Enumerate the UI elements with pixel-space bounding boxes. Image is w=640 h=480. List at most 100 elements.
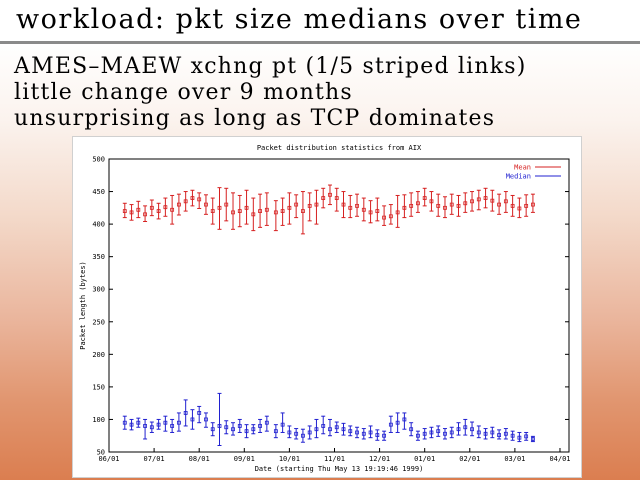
data-point xyxy=(294,431,299,436)
y-tick-label: 300 xyxy=(92,286,105,294)
data-point xyxy=(237,209,242,213)
bullet-item: AMES–MAEW xchng pt (1/5 striped links) xyxy=(14,54,527,79)
data-point xyxy=(136,207,141,212)
slide-title: workload: pkt size medians over time xyxy=(16,4,583,35)
data-point xyxy=(483,431,488,436)
data-point xyxy=(355,430,359,435)
data-point xyxy=(301,209,305,213)
data-point xyxy=(503,431,508,436)
chart-title: Packet distribution statistics from AIX xyxy=(257,144,422,152)
legend-label: Median xyxy=(506,173,531,181)
y-tick-label: 350 xyxy=(92,253,105,261)
y-tick-label: 500 xyxy=(92,156,105,164)
data-point xyxy=(463,425,468,430)
chart-canvas: Packet distribution statistics from AIX 5… xyxy=(79,144,571,473)
y-axis-label: Packet length (bytes) xyxy=(79,261,87,350)
data-point xyxy=(368,430,373,435)
data-point xyxy=(470,427,474,432)
data-point xyxy=(456,203,461,208)
data-point xyxy=(443,205,447,210)
data-point xyxy=(264,420,269,425)
data-point xyxy=(314,202,319,207)
data-point xyxy=(258,209,262,213)
data-point xyxy=(307,203,312,208)
data-point xyxy=(429,430,434,435)
data-point xyxy=(531,437,535,441)
data-point xyxy=(321,196,326,200)
data-point xyxy=(476,197,481,202)
data-point xyxy=(402,205,407,210)
data-point xyxy=(251,427,256,432)
data-point xyxy=(224,202,229,207)
data-point xyxy=(341,427,346,432)
data-point xyxy=(258,424,262,428)
data-point xyxy=(197,411,202,415)
data-point xyxy=(177,202,181,207)
data-point xyxy=(197,197,202,202)
data-point xyxy=(244,429,249,434)
data-point xyxy=(490,430,495,435)
data-point xyxy=(143,424,147,428)
data-point xyxy=(334,196,339,200)
data-point xyxy=(314,427,319,432)
x-tick-label: 09/01 xyxy=(234,455,255,463)
data-point xyxy=(531,202,535,207)
x-tick-label: 11/01 xyxy=(324,455,345,463)
data-point xyxy=(183,411,188,415)
data-point xyxy=(143,212,147,217)
y-tick-label: 50 xyxy=(97,449,105,457)
data-point xyxy=(231,210,235,215)
data-point xyxy=(210,209,215,213)
data-point xyxy=(436,203,441,208)
data-point xyxy=(122,209,127,213)
data-point xyxy=(368,210,373,215)
data-point xyxy=(416,201,420,206)
data-point xyxy=(382,215,386,220)
data-point xyxy=(463,201,468,206)
data-point xyxy=(355,203,359,208)
bullet-list: AMES–MAEW xchng pt (1/5 striped links) l… xyxy=(14,54,527,132)
data-point xyxy=(170,424,175,428)
y-tick-label: 200 xyxy=(92,351,105,359)
data-point xyxy=(361,431,366,436)
x-tick-label: 08/01 xyxy=(189,455,210,463)
x-tick-label: 01/01 xyxy=(414,455,435,463)
y-tick-label: 100 xyxy=(92,416,105,424)
data-point xyxy=(163,205,168,210)
bullet-item: little change over 9 months xyxy=(14,80,353,105)
title-rule xyxy=(0,41,640,44)
x-axis-label: Date (starting Thu May 13 19:19:46 1999) xyxy=(255,465,424,473)
y-tick-label: 450 xyxy=(92,188,105,196)
data-point xyxy=(429,199,434,204)
data-point xyxy=(136,420,141,425)
data-point xyxy=(449,430,454,435)
data-point xyxy=(280,209,285,213)
x-tick-label: 02/01 xyxy=(459,455,480,463)
data-point xyxy=(510,203,515,208)
data-point xyxy=(156,422,161,427)
data-point xyxy=(503,199,508,204)
data-point xyxy=(287,205,292,210)
data-point xyxy=(129,210,134,215)
data-point xyxy=(422,431,427,436)
data-point xyxy=(301,433,305,438)
data-point xyxy=(483,196,488,200)
data-point xyxy=(490,198,495,203)
data-point xyxy=(149,425,154,430)
data-point xyxy=(375,209,380,213)
data-point xyxy=(388,422,393,427)
packet-distribution-chart: Packet distribution statistics from AIX 5… xyxy=(72,136,582,478)
data-point xyxy=(217,205,222,210)
data-point xyxy=(395,420,400,425)
data-point xyxy=(517,435,522,440)
data-point xyxy=(321,424,326,428)
data-point xyxy=(449,202,454,207)
data-point xyxy=(497,433,501,437)
data-point xyxy=(476,430,481,435)
data-point xyxy=(149,205,154,210)
data-point xyxy=(183,199,188,204)
x-tick-label: 12/01 xyxy=(369,455,390,463)
data-point xyxy=(217,424,222,428)
bullet-item: unsurprising as long as TCP dominates xyxy=(14,106,496,131)
data-point xyxy=(280,422,285,427)
